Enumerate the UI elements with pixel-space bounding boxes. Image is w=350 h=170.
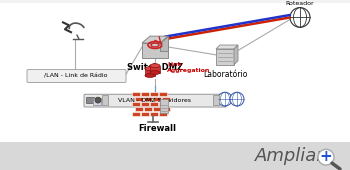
Text: Roteador: Roteador [286,1,314,6]
Circle shape [95,97,101,103]
Polygon shape [216,45,238,49]
FancyBboxPatch shape [132,92,140,96]
Circle shape [290,8,310,27]
Ellipse shape [150,64,160,68]
FancyBboxPatch shape [93,98,101,105]
Circle shape [230,92,244,106]
FancyBboxPatch shape [150,66,160,73]
FancyBboxPatch shape [216,49,234,65]
FancyBboxPatch shape [0,3,350,142]
FancyBboxPatch shape [142,43,168,58]
FancyBboxPatch shape [159,112,167,116]
FancyBboxPatch shape [213,95,219,105]
FancyBboxPatch shape [132,112,140,116]
FancyBboxPatch shape [102,95,108,105]
FancyBboxPatch shape [159,102,167,106]
Text: +: + [320,149,332,164]
FancyBboxPatch shape [150,112,158,116]
FancyBboxPatch shape [153,107,161,111]
FancyBboxPatch shape [141,92,149,96]
Text: VLAN - DMZ Servidores: VLAN - DMZ Servidores [119,98,191,103]
FancyBboxPatch shape [162,97,170,101]
FancyBboxPatch shape [132,102,140,106]
Polygon shape [160,36,168,51]
FancyBboxPatch shape [144,97,152,101]
Text: Firewall: Firewall [138,124,176,133]
FancyBboxPatch shape [159,92,167,96]
Ellipse shape [145,74,155,78]
FancyBboxPatch shape [135,107,143,111]
Text: Link
Aggregation: Link Aggregation [167,62,210,73]
FancyBboxPatch shape [27,70,126,82]
FancyBboxPatch shape [144,107,152,111]
Ellipse shape [150,71,160,74]
FancyBboxPatch shape [145,69,155,75]
FancyBboxPatch shape [160,99,168,113]
FancyBboxPatch shape [150,92,158,96]
FancyBboxPatch shape [141,112,149,116]
FancyBboxPatch shape [150,102,158,106]
FancyBboxPatch shape [162,107,170,111]
FancyBboxPatch shape [135,97,143,101]
Polygon shape [142,36,168,43]
FancyBboxPatch shape [153,97,161,101]
Text: /LAN - Link de Rádio: /LAN - Link de Rádio [44,73,108,79]
Circle shape [218,92,232,106]
FancyBboxPatch shape [86,97,94,103]
Text: Ampliar: Ampliar [255,147,325,165]
Circle shape [318,149,334,165]
Ellipse shape [145,67,155,71]
FancyBboxPatch shape [0,142,350,170]
Text: Switch DMZ: Switch DMZ [127,63,183,72]
Polygon shape [234,45,238,65]
Text: Laboratório: Laboratório [203,70,247,79]
FancyBboxPatch shape [141,102,149,106]
FancyBboxPatch shape [84,94,226,107]
